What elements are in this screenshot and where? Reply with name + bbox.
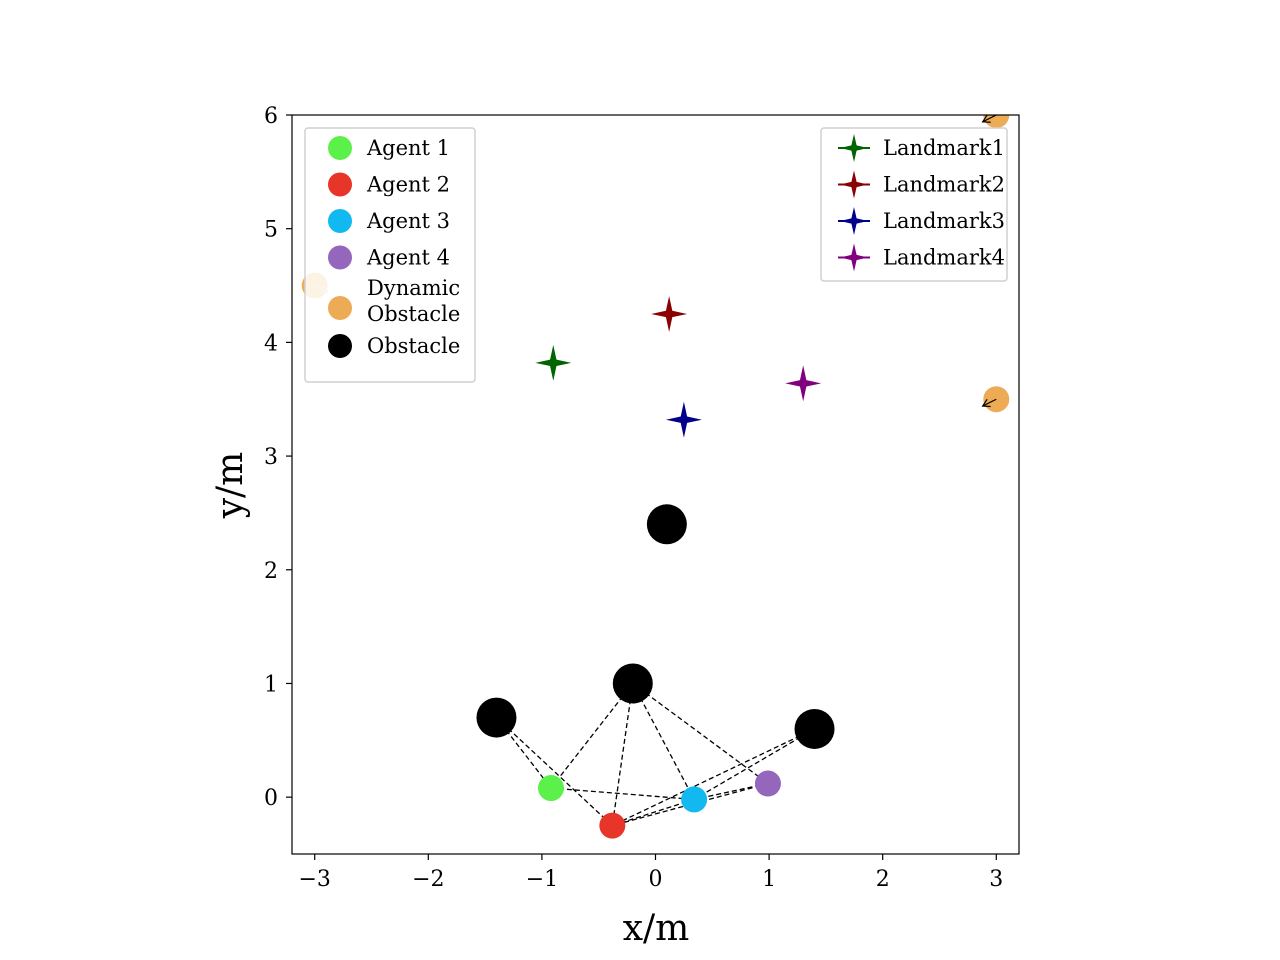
landmark-marker (665, 401, 702, 438)
legend-label: Landmark2 (883, 173, 1005, 197)
legend-marker (840, 134, 868, 162)
legend-right-frame (820, 127, 1008, 282)
link-lines (495, 682, 815, 829)
link-line (496, 717, 614, 827)
y-axis-label: y/m (210, 452, 251, 520)
dynamic-obstacle-velocity (981, 115, 997, 123)
agent-marker (599, 812, 626, 839)
x-tick-label: −2 (412, 867, 444, 892)
legend-left: Agent 1 Agent 2 Agent 3 Agent 4 Dynamic Obsta… (304, 127, 476, 383)
legend-marker (328, 334, 352, 358)
legend-left-items: Agent 1 Agent 2 Agent 3 Agent 4 Dynamic Obsta… (328, 136, 460, 358)
x-tick-label: −1 (526, 867, 558, 892)
legend-marker (328, 172, 352, 197)
agent-marker (754, 770, 781, 797)
legend-marker (328, 245, 352, 270)
x-axis-label: x/m (623, 908, 690, 949)
x-tick-label: 1 (762, 867, 776, 892)
legend-marker (840, 207, 868, 235)
legend-right: Landmark1 Landmark2 Landmark3 Landmark4 (820, 127, 1008, 282)
legend-right-items: Landmark1 Landmark2 Landmark3 Landmark4 (838, 134, 1005, 272)
y-tick-label: 6 (264, 104, 278, 129)
x-tick-label: 2 (876, 867, 890, 892)
y-axis-ticks: 0 1 2 3 4 5 6 (264, 104, 292, 811)
legend-label: Landmark1 (883, 136, 1005, 160)
x-tick-label: 3 (989, 867, 1003, 892)
legend-label: Agent 4 (366, 246, 450, 270)
link-line (611, 728, 815, 827)
obstacle-marker (794, 708, 835, 749)
x-axis-ticks: −3 −2 −1 0 1 2 3 (299, 854, 1003, 892)
legend-marker (840, 170, 868, 199)
link-line (550, 683, 634, 790)
x-tick-label: 0 (649, 867, 663, 892)
link-line (632, 682, 769, 785)
legend-label: Agent 3 (366, 209, 450, 233)
landmark-marker (651, 295, 688, 332)
agent-marker (537, 775, 564, 802)
legend-marker (328, 296, 352, 320)
link-line (632, 683, 695, 801)
landmark-marker (785, 365, 822, 402)
y-tick-label: 1 (264, 672, 278, 697)
link-line (693, 728, 815, 801)
legend-label: Agent 2 (366, 173, 450, 197)
legend-marker (840, 243, 868, 272)
obstacle-marker (612, 663, 653, 704)
agent-marker (681, 786, 708, 813)
y-tick-label: 4 (264, 331, 278, 356)
legend-label: Obstacle (367, 334, 460, 358)
y-tick-label: 3 (264, 445, 278, 470)
y-tick-label: 2 (264, 559, 278, 584)
legend-label: Dynamic Obstacle (367, 276, 460, 326)
obstacle-marker (476, 697, 517, 738)
link-line (495, 717, 552, 790)
legend-label: Landmark4 (883, 246, 1005, 270)
link-line (550, 787, 696, 804)
y-tick-label: 0 (264, 786, 278, 811)
x-tick-label: −3 (299, 867, 331, 892)
legend-label: Landmark3 (883, 209, 1005, 233)
legend-marker (328, 209, 352, 233)
link-line (611, 798, 695, 828)
legend-marker (328, 136, 352, 160)
obstacle-marker (646, 504, 687, 545)
legend-label: Agent 1 (366, 136, 450, 160)
landmark-marker (535, 344, 572, 381)
dynamic-obstacle-velocity (981, 398, 997, 408)
y-tick-label: 5 (264, 218, 278, 243)
